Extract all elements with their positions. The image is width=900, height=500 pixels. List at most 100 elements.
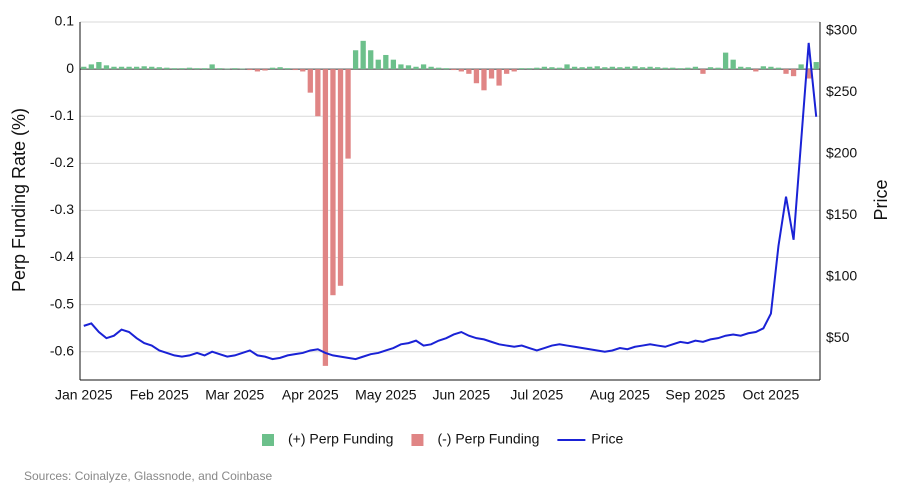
x-tick-label: May 2025 xyxy=(355,387,417,403)
x-tick-label: Feb 2025 xyxy=(130,387,189,403)
y-tick-label: -0.1 xyxy=(50,107,74,123)
bar xyxy=(700,69,706,74)
bar xyxy=(458,69,464,72)
bar xyxy=(564,64,570,70)
legend-swatch xyxy=(411,434,424,446)
bar xyxy=(647,66,653,70)
bar xyxy=(413,66,419,70)
bar xyxy=(798,64,804,70)
bar xyxy=(760,66,767,70)
y2-tick-label: $100 xyxy=(826,267,857,283)
bar xyxy=(269,67,276,70)
y2-tick-label: $50 xyxy=(826,329,850,345)
bar xyxy=(88,64,94,70)
bar xyxy=(224,68,230,70)
bar xyxy=(806,69,812,79)
bar xyxy=(292,69,298,71)
bar xyxy=(662,67,668,70)
bar xyxy=(330,69,336,296)
bar xyxy=(111,66,117,70)
bar xyxy=(602,67,608,70)
bar xyxy=(315,69,321,117)
bar xyxy=(96,62,102,70)
bar xyxy=(156,67,162,70)
y-tick-label: -0.2 xyxy=(50,154,74,170)
y2-tick-label: $250 xyxy=(826,83,857,99)
bar xyxy=(783,69,789,74)
y-tick-label: -0.6 xyxy=(50,342,74,358)
bar xyxy=(164,67,170,70)
y2-tick-label: $150 xyxy=(826,206,857,222)
bar xyxy=(594,66,600,70)
x-tick-label: Jun 2025 xyxy=(433,387,491,403)
legend-label: (+) Perp Funding xyxy=(288,431,393,447)
bar xyxy=(300,69,306,72)
bar xyxy=(360,40,366,70)
x-tick-label: Sep 2025 xyxy=(665,387,725,403)
bar xyxy=(232,68,238,70)
bar xyxy=(775,67,782,70)
bar xyxy=(481,69,487,91)
bar xyxy=(526,68,532,70)
x-tick-label: Jul 2025 xyxy=(510,387,563,403)
bar xyxy=(579,67,585,70)
bar xyxy=(368,50,374,70)
source-note: Sources: Coinalyze, Glassnode, and Coinb… xyxy=(24,469,272,483)
bar xyxy=(436,67,442,70)
bar xyxy=(420,64,427,70)
bar xyxy=(443,68,449,70)
bar xyxy=(277,67,283,70)
bar xyxy=(186,67,193,70)
bar xyxy=(624,66,631,70)
bar xyxy=(201,68,208,70)
bar xyxy=(217,68,223,70)
bar xyxy=(103,65,110,70)
bar xyxy=(655,67,661,70)
bar xyxy=(209,64,215,70)
bar xyxy=(738,66,744,70)
bar xyxy=(352,50,359,70)
bar xyxy=(692,66,699,70)
x-tick-label: Oct 2025 xyxy=(743,387,800,403)
bar xyxy=(405,65,412,70)
bar xyxy=(428,66,434,70)
legend-label: (-) Perp Funding xyxy=(437,431,539,447)
bar xyxy=(383,54,389,70)
bar xyxy=(466,69,472,74)
x-tick-label: Aug 2025 xyxy=(590,387,650,403)
bar xyxy=(398,64,404,70)
bar xyxy=(81,66,87,70)
y-axis-label: Perp Funding Rate (%) xyxy=(9,108,29,292)
y-tick-label: 0.1 xyxy=(55,13,75,29)
bar xyxy=(609,66,615,70)
bar xyxy=(587,66,593,70)
y2-tick-label: $200 xyxy=(826,144,857,160)
bar xyxy=(730,59,736,70)
y-tick-label: -0.4 xyxy=(50,248,74,264)
bar xyxy=(247,69,253,71)
bar xyxy=(556,67,563,70)
bar xyxy=(179,68,185,70)
bar xyxy=(171,68,178,70)
bar xyxy=(262,69,268,71)
bar xyxy=(670,67,676,70)
bar xyxy=(503,69,510,74)
legend-label: Price xyxy=(591,431,623,447)
bar xyxy=(790,69,797,77)
bar xyxy=(390,59,397,70)
bar xyxy=(285,68,291,70)
bar xyxy=(722,52,729,70)
bar xyxy=(133,66,140,70)
y-tick-label: 0 xyxy=(66,60,74,76)
bar xyxy=(345,69,351,159)
bar xyxy=(473,69,480,84)
bar xyxy=(571,66,578,70)
bar xyxy=(496,69,502,86)
bar xyxy=(141,66,147,70)
y2-axis-label: Price xyxy=(871,179,891,220)
bar xyxy=(194,68,200,70)
bar xyxy=(745,67,751,70)
bar xyxy=(632,66,638,70)
bar xyxy=(307,69,313,93)
bar xyxy=(488,69,495,79)
